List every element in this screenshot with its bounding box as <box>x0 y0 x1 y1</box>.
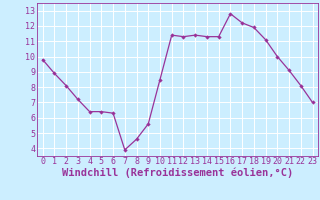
X-axis label: Windchill (Refroidissement éolien,°C): Windchill (Refroidissement éolien,°C) <box>62 168 293 178</box>
